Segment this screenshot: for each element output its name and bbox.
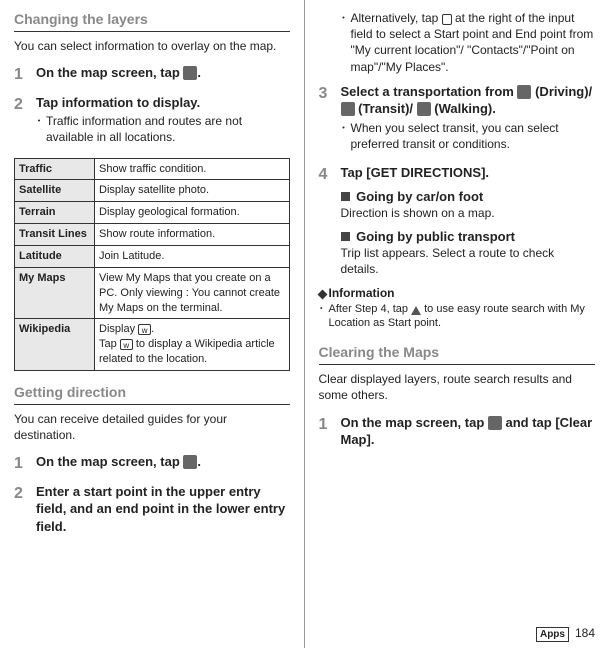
gstep1-end: . xyxy=(197,454,201,469)
page-footer: Apps 184 xyxy=(536,626,595,640)
bullet-dot: ･ xyxy=(341,10,351,75)
table-row-desc: Display geological formation. xyxy=(95,202,290,224)
navigation-icon xyxy=(411,306,421,315)
apps-badge: Apps xyxy=(536,627,569,642)
car-heading: Going by car/on foot xyxy=(341,188,596,206)
table-row-label: Satellite xyxy=(15,180,95,202)
step3-text: Select a transportation from (Driving)/ … xyxy=(341,83,596,118)
directions-icon xyxy=(183,455,197,469)
step-number: 1 xyxy=(319,414,341,451)
step4-text: Tap [GET DIRECTIONS]. xyxy=(341,164,596,182)
page-number: 184 xyxy=(575,626,595,640)
step-number: 2 xyxy=(14,94,36,150)
layers-icon xyxy=(183,66,197,80)
table-row-desc: Display satellite photo. xyxy=(95,180,290,202)
table-row-label: Wikipedia xyxy=(15,319,95,371)
table-row-desc: Show traffic condition. xyxy=(95,158,290,180)
cstep-1: 1 On the map screen, tap and tap [Clear … xyxy=(319,414,596,451)
layers-table: TrafficShow traffic condition. Satellite… xyxy=(14,158,290,371)
diamond-icon xyxy=(317,289,327,299)
bullet-dot: ･ xyxy=(341,120,351,152)
step-number: 1 xyxy=(14,64,36,86)
driving-icon xyxy=(517,85,531,99)
gstep1-text: On the map screen, tap xyxy=(36,454,183,469)
public-body: Trip list appears. Select a route to che… xyxy=(341,245,596,277)
bullet-dot: ･ xyxy=(36,113,46,145)
clearing-title: Clearing the Maps xyxy=(319,343,596,362)
changing-layers-title: Changing the layers xyxy=(14,10,290,29)
step3-bullet: When you select transit, you can select … xyxy=(351,120,596,152)
square-icon xyxy=(341,232,350,241)
getting-direction-title: Getting direction xyxy=(14,383,290,402)
info-heading: Information xyxy=(319,285,596,301)
wiki-icon: w xyxy=(120,339,133,350)
bookmark-icon xyxy=(442,14,452,25)
table-row-desc: Show route information. xyxy=(95,224,290,246)
step-number: 2 xyxy=(14,483,36,538)
table-row-desc: Display w.Tap w to display a Wikipedia a… xyxy=(95,319,290,371)
step-number: 3 xyxy=(319,83,341,156)
transit-icon xyxy=(341,102,355,116)
step1-end: . xyxy=(197,65,201,80)
cstep1-text: On the map screen, tap and tap [Clear Ma… xyxy=(341,414,596,449)
table-row-label: My Maps xyxy=(15,267,95,319)
step2-bullet: Traffic information and routes are not a… xyxy=(46,113,290,145)
step-4: 4 Tap [GET DIRECTIONS]. Going by car/on … xyxy=(319,164,596,277)
square-icon xyxy=(341,192,350,201)
gstep-2: 2 Enter a start point in the upper entry… xyxy=(14,483,290,538)
public-heading: Going by public transport xyxy=(341,228,596,246)
alt-bullet: Alternatively, tap at the right of the i… xyxy=(351,10,596,75)
step1-text: On the map screen, tap xyxy=(36,65,183,80)
info-bullet: After Step 4, tap to use easy route sear… xyxy=(329,302,596,332)
step-2: 2 Tap information to display. ･Traffic i… xyxy=(14,94,290,150)
step-1: 1 On the map screen, tap . xyxy=(14,64,290,86)
bullet-dot: ･ xyxy=(319,302,329,332)
car-body: Direction is shown on a map. xyxy=(341,205,596,221)
menu-icon xyxy=(488,416,502,430)
step-3: 3 Select a transportation from (Driving)… xyxy=(319,83,596,156)
getting-intro: You can receive detailed guides for your… xyxy=(14,411,290,443)
wiki-icon: w xyxy=(138,324,151,335)
step2-text: Tap information to display. xyxy=(36,94,290,112)
table-row-label: Traffic xyxy=(15,158,95,180)
changing-intro: You can select information to overlay on… xyxy=(14,38,290,54)
step-number: 4 xyxy=(319,164,341,277)
table-row-label: Latitude xyxy=(15,245,95,267)
step-number: 1 xyxy=(14,453,36,475)
gstep-1: 1 On the map screen, tap . xyxy=(14,453,290,475)
gstep2-text: Enter a start point in the upper entry f… xyxy=(36,483,290,536)
table-row-desc: Join Latitude. xyxy=(95,245,290,267)
table-row-label: Transit Lines xyxy=(15,224,95,246)
clearing-intro: Clear displayed layers, route search res… xyxy=(319,371,596,403)
table-row-label: Terrain xyxy=(15,202,95,224)
table-row-desc: View My Maps that you create on a PC. On… xyxy=(95,267,290,319)
walking-icon xyxy=(417,102,431,116)
